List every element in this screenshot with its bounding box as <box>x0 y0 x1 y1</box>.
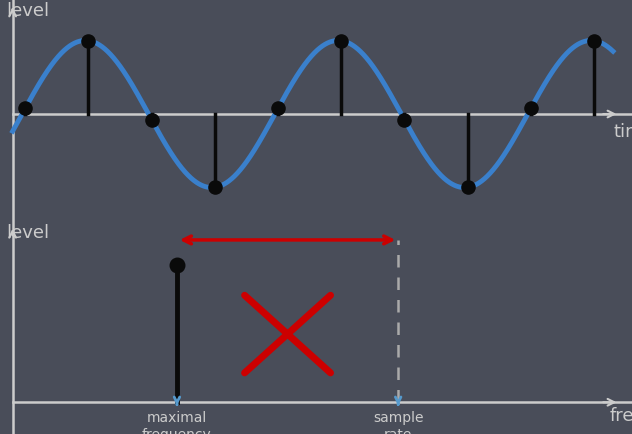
Text: level: level <box>6 224 49 242</box>
Point <box>147 116 157 123</box>
Text: sample
rate: sample rate <box>373 411 423 434</box>
Point <box>20 105 30 112</box>
Point <box>273 105 283 112</box>
Point <box>336 37 346 44</box>
Text: time: time <box>613 123 632 141</box>
Point <box>463 184 473 191</box>
Text: frequency: frequency <box>610 407 632 424</box>
Text: level: level <box>6 2 49 20</box>
Point <box>589 37 599 44</box>
Point <box>399 116 410 123</box>
Point <box>172 261 182 268</box>
Point <box>526 105 536 112</box>
Point <box>83 37 94 44</box>
Text: maximal
frequency
[sample rate]/2: maximal frequency [sample rate]/2 <box>123 411 231 434</box>
Point <box>210 184 220 191</box>
